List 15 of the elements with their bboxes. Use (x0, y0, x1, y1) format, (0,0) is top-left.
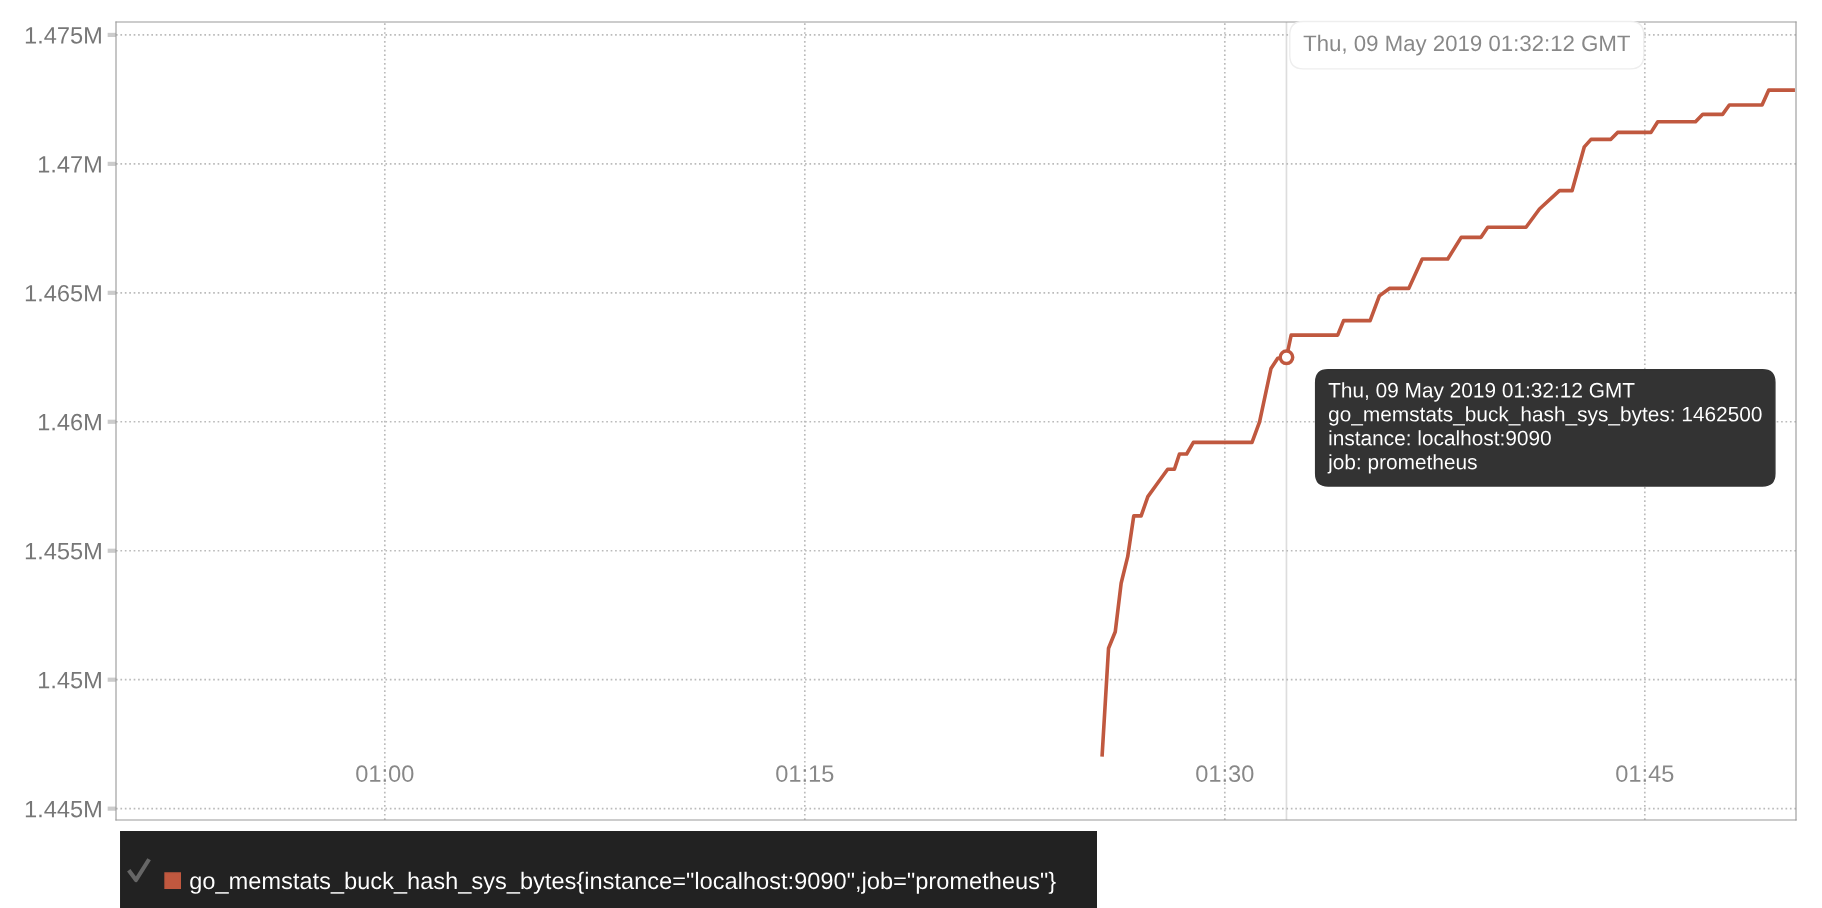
y-tick-label: 1.445M (25, 800, 101, 818)
y-tick-label: 1.475M (25, 27, 101, 44)
line-series (1100, 88, 1795, 757)
y-tick-label: 1.465M (25, 284, 101, 302)
x-tick-label: 01:15 (776, 765, 834, 782)
x-tick-label: 01:45 (1616, 765, 1674, 782)
y-tick-label: 1.455M (25, 543, 101, 560)
legend-label: go_memstats_buck_hash_sys_bytes{instance="localhost:9090",job="prometheus"} (190, 871, 1056, 894)
y-tick-label: 1.45M (38, 672, 101, 689)
y-tick-label: 1.46M (38, 413, 101, 431)
annotation: Thu, 09 May 2019 01:32:12 GMT go_memstats_buck_hash_sys_bytes: 1462500 instance: localhost:9090 job: prometheus (1327, 382, 1762, 474)
x-tick-label: 01:00 (356, 765, 414, 782)
x-tick-label: 01:30 (1196, 765, 1254, 782)
annotation: Thu, 09 May 2019 01:32:12 GMT (1303, 34, 1630, 56)
y-tick-label: 1.47M (38, 156, 101, 173)
